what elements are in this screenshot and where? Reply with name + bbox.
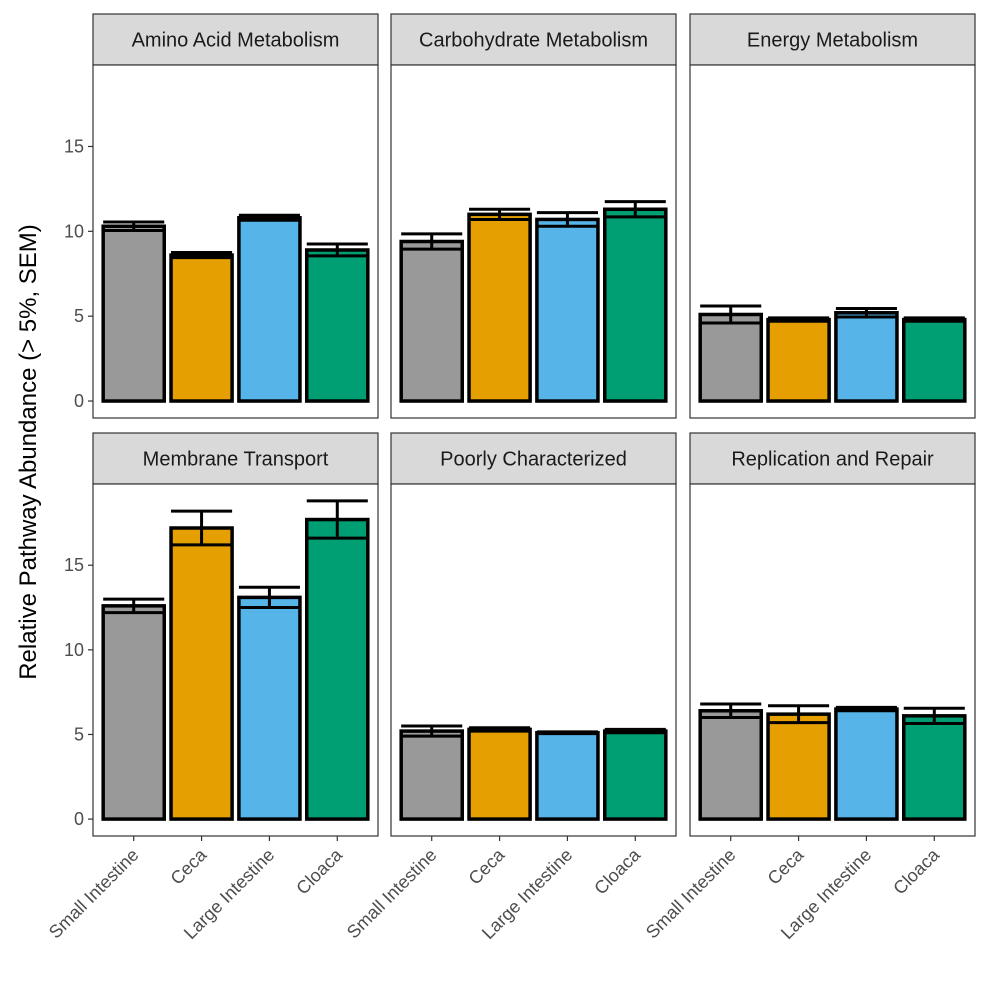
bar — [237, 215, 302, 403]
bar — [169, 253, 234, 403]
y-tick-label: 0 — [74, 809, 84, 829]
facet-title: Replication and Repair — [731, 449, 934, 471]
bar — [305, 517, 370, 821]
panel-border — [689, 483, 976, 837]
bar — [169, 526, 234, 821]
facet-title: Carbohydrate Metabolism — [419, 30, 648, 52]
bar — [399, 729, 464, 821]
y-tick-label: 0 — [74, 391, 84, 411]
facet-panel: Amino Acid Metabolism 0 5 10 15 — [64, 13, 379, 419]
bar — [101, 604, 167, 821]
bar — [603, 729, 668, 821]
bar — [305, 248, 370, 403]
x-tick-label: Cloaca — [889, 844, 943, 898]
x-tick-label: Ceca — [465, 844, 510, 889]
bar — [698, 312, 764, 403]
bar — [603, 207, 668, 403]
facet-panels: Amino Acid Metabolism 0 5 10 15 Carbohydrate … — [45, 13, 976, 943]
bar — [535, 731, 600, 821]
y-tick-label: 15 — [64, 555, 84, 575]
bar — [467, 212, 532, 403]
bar — [902, 317, 967, 403]
x-tick-label: Small Intestine — [45, 845, 143, 943]
x-tick-label: Cloaca — [590, 844, 644, 898]
facet-strip — [689, 432, 976, 485]
facet-panel: Energy Metabolism — [689, 13, 976, 419]
y-tick-label: 5 — [74, 724, 84, 744]
y-tick-label: 10 — [64, 221, 84, 241]
facet-title: Amino Acid Metabolism — [132, 30, 340, 52]
y-axis-label: Relative Pathway Abundance (> 5%, SEM) — [15, 224, 42, 680]
panel-border — [92, 483, 379, 837]
x-tick-label: Ceca — [764, 844, 809, 889]
bar — [467, 727, 532, 821]
facet-title: Membrane Transport — [143, 449, 329, 471]
bar — [698, 709, 764, 821]
bar — [766, 712, 831, 821]
bar — [237, 595, 302, 821]
panel-border — [390, 483, 677, 837]
bar — [766, 317, 831, 403]
facet-title: Poorly Characterized — [440, 449, 627, 471]
x-tick-label: Small Intestine — [642, 845, 740, 943]
bar — [101, 224, 167, 403]
facet-panel: Carbohydrate Metabolism — [390, 13, 677, 419]
y-tick-label: 15 — [64, 136, 84, 156]
facet-strip — [689, 13, 976, 66]
facet-strip — [92, 13, 379, 66]
bar — [834, 707, 899, 821]
y-tick-label: 5 — [74, 306, 84, 326]
panel-border — [689, 64, 976, 419]
facet-title: Energy Metabolism — [747, 30, 918, 52]
panel-border — [92, 64, 379, 419]
x-tick-label: Small Intestine — [343, 845, 441, 943]
bar — [834, 311, 899, 403]
x-tick-label: Cloaca — [292, 844, 346, 898]
panel-border — [390, 64, 677, 419]
bar — [902, 714, 967, 821]
y-tick-label: 10 — [64, 640, 84, 660]
facet-panel: Replication and Repair Small Intestine Cec… — [642, 432, 976, 943]
bar — [399, 239, 464, 403]
facet-panel: Membrane Transport 0 5 10 15 Small Intestine C… — [45, 432, 379, 943]
bar — [535, 217, 600, 403]
facet-strip — [390, 432, 677, 485]
x-tick-label: Ceca — [167, 844, 212, 889]
